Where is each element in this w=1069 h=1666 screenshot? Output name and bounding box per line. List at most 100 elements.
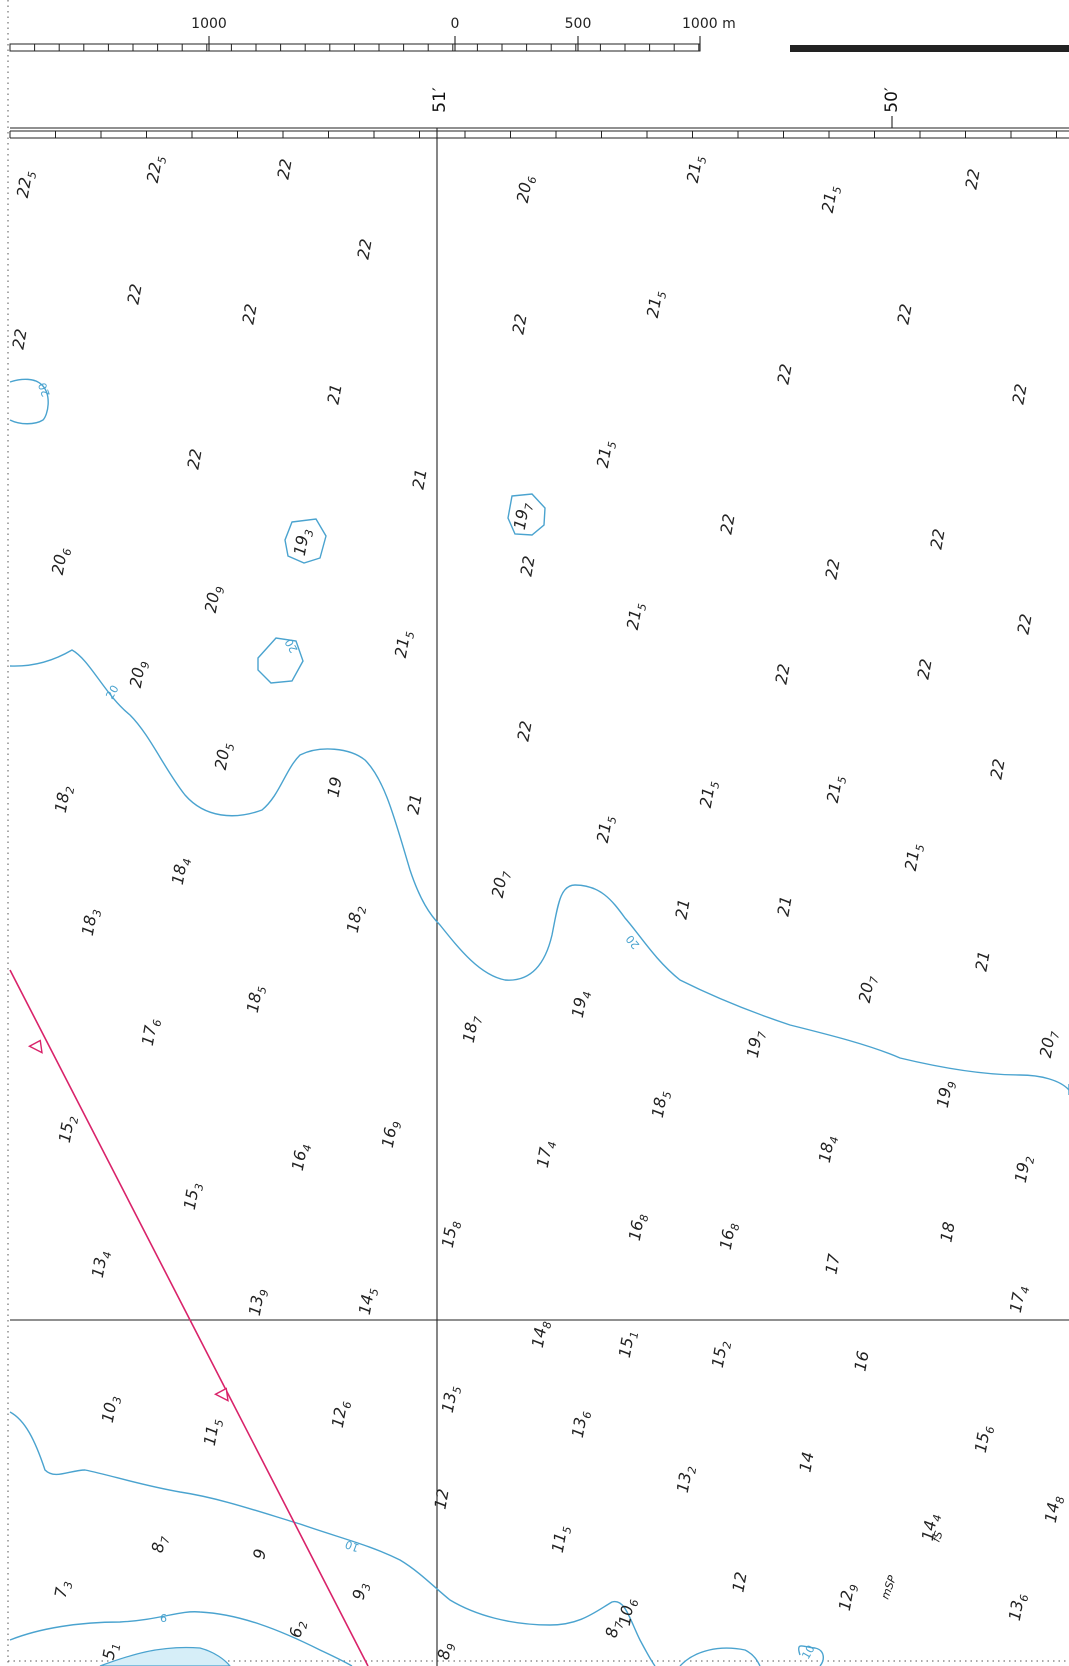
depth-sounding: 21 [773,894,795,917]
contour-label: 6 [160,1612,167,1625]
contour-10 [9,1411,656,1666]
seabed-note-msp: mSP [879,1573,900,1601]
route-triangle [27,1039,43,1054]
depth-sounding: 156 [971,1424,997,1455]
depth-sounding: 73 [51,1579,76,1600]
depth-sounding: 18 [936,1220,958,1243]
depth-sounding: 185 [243,984,269,1015]
longitude-label-50: 50′ [882,87,902,113]
depth-sounding: 148 [1041,1494,1067,1525]
depth-sounding: 21 [403,792,425,815]
depth-sounding: 22 [123,282,145,305]
depth-sounding: 22 [183,447,205,470]
contour-19-ring-left [284,518,327,564]
depth-sounding: 106 [615,1597,641,1628]
depth-sounding: 215 [391,629,417,660]
depth-sounding: 209 [201,584,227,615]
scale-label-1000-left: 1000 [191,16,227,32]
graduated-border [9,127,1069,139]
depth-sounding: 194 [568,989,594,1020]
depth-sounding: 87 [602,1619,627,1640]
depth-sounding: 215 [643,289,669,320]
contour-label: 10 [343,1537,361,1554]
contour-label: 20 [36,381,53,399]
contour-10-small [798,1645,824,1666]
depth-sounding: 22 [771,662,793,685]
depth-sounding: 215 [823,774,849,805]
longitude-label-51: 51′ [430,87,450,113]
depth-sounding: 87 [148,1534,173,1555]
depth-sounding: 115 [548,1524,574,1555]
contour-20-ring [257,637,304,684]
scale-bar: 1000 0 500 1000 m [9,16,1069,52]
depth-sounding: 207 [1036,1029,1062,1060]
contour-label: 20 [103,683,121,702]
depth-sounding: 22 [1013,612,1035,635]
depth-sounding: 17 [821,1252,843,1276]
depth-sounding: 9 [249,1547,269,1560]
depth-sounding: 135 [438,1384,464,1415]
depth-sounding: 22 [508,312,530,335]
depth-sounding: 193 [290,527,316,558]
depth-sounding: 62 [286,1619,311,1640]
depth-sounding: 215 [623,601,649,632]
depth-sounding: 182 [343,904,369,935]
contour-6 [9,1611,353,1666]
depth-sounding: 192 [1011,1154,1037,1185]
depth-sounding: 152 [55,1114,81,1145]
depth-sounding: 22 [1008,382,1030,405]
depth-sounding: 21 [408,467,430,490]
depth-sounding: 184 [168,856,194,887]
route-line [9,969,369,1666]
depth-sounding: 215 [593,439,619,470]
depth-sounding: 207 [488,869,514,900]
depth-sounding: 89 [434,1641,459,1662]
depth-sounding: 93 [349,1581,374,1602]
depth-sounding: 164 [288,1142,314,1173]
depth-sounding: 215 [901,842,927,873]
contour-20-main [9,649,1069,1091]
scale-label-0: 0 [451,16,460,32]
depth-sounding: 169 [378,1119,404,1150]
depth-sounding: 168 [716,1221,742,1252]
depth-contours: 20 20 20 20 10 6 10 [9,378,1069,1666]
scale-label-1000-m: 1000 m [682,16,736,32]
depth-sounding: 19 [323,775,345,798]
depth-sounding: 152 [708,1339,734,1370]
depth-sounding: 22 [238,302,260,325]
depth-sounding: 12 [728,1570,750,1593]
contour-label: 20 [282,636,300,655]
depth-sounding: 14 [795,1450,817,1473]
neatline-bar [790,45,1069,52]
depth-sounding: 22 [716,512,738,535]
depth-sounding: 205 [211,741,237,772]
depth-sounding: 197 [743,1029,769,1060]
depth-sounding: 184 [815,1134,841,1165]
depth-sounding: 126 [328,1399,354,1430]
depth-sounding: 158 [438,1219,464,1250]
depth-sounding: 187 [459,1014,485,1045]
depth-sounding: 22 [961,167,983,190]
depth-sounding: 21 [323,382,345,405]
depth-sounding: 148 [528,1319,554,1350]
depth-sounding: 22 [513,719,535,742]
depth-sounding: 132 [673,1464,699,1495]
depth-sounding: 103 [98,1394,124,1425]
contour-19-ring-right [507,493,546,536]
depth-sounding: 199 [933,1079,959,1110]
contour-label: 10 [799,1643,817,1662]
depth-sounding: 206 [513,174,539,205]
depth-sounding: 215 [818,184,844,215]
depth-sounding: 207 [855,974,881,1005]
depth-sounding: 136 [1005,1592,1031,1623]
depth-sounding: 197 [510,501,536,532]
depth-sounding: 12 [430,1487,452,1510]
contour-20-hook [9,378,49,425]
contour-bottom-right [679,1647,761,1666]
depth-sounding: 22 [913,657,935,680]
depth-sounding: 21 [671,897,693,920]
depth-sounding: 151 [615,1329,641,1360]
depth-sounding: 129 [835,1582,861,1613]
